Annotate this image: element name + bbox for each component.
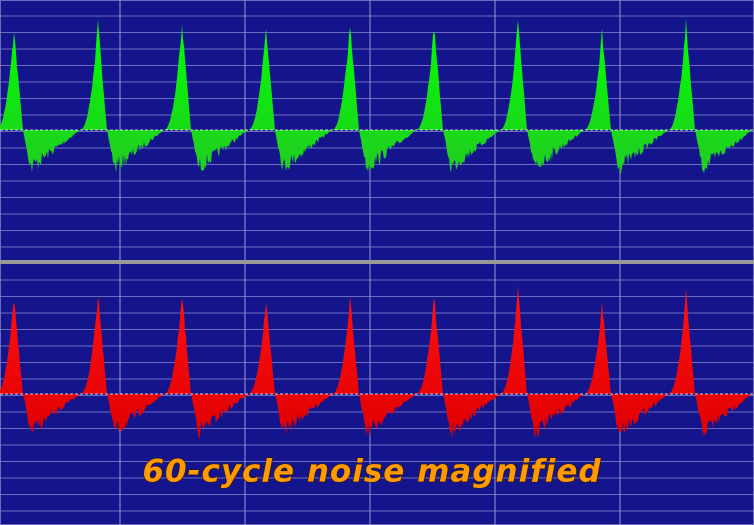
caption: 60-cycle noise magnified bbox=[142, 454, 601, 490]
waveform bbox=[0, 287, 754, 440]
channel-separator bbox=[0, 260, 754, 264]
waveform bbox=[0, 18, 754, 174]
waveforms bbox=[0, 18, 754, 440]
